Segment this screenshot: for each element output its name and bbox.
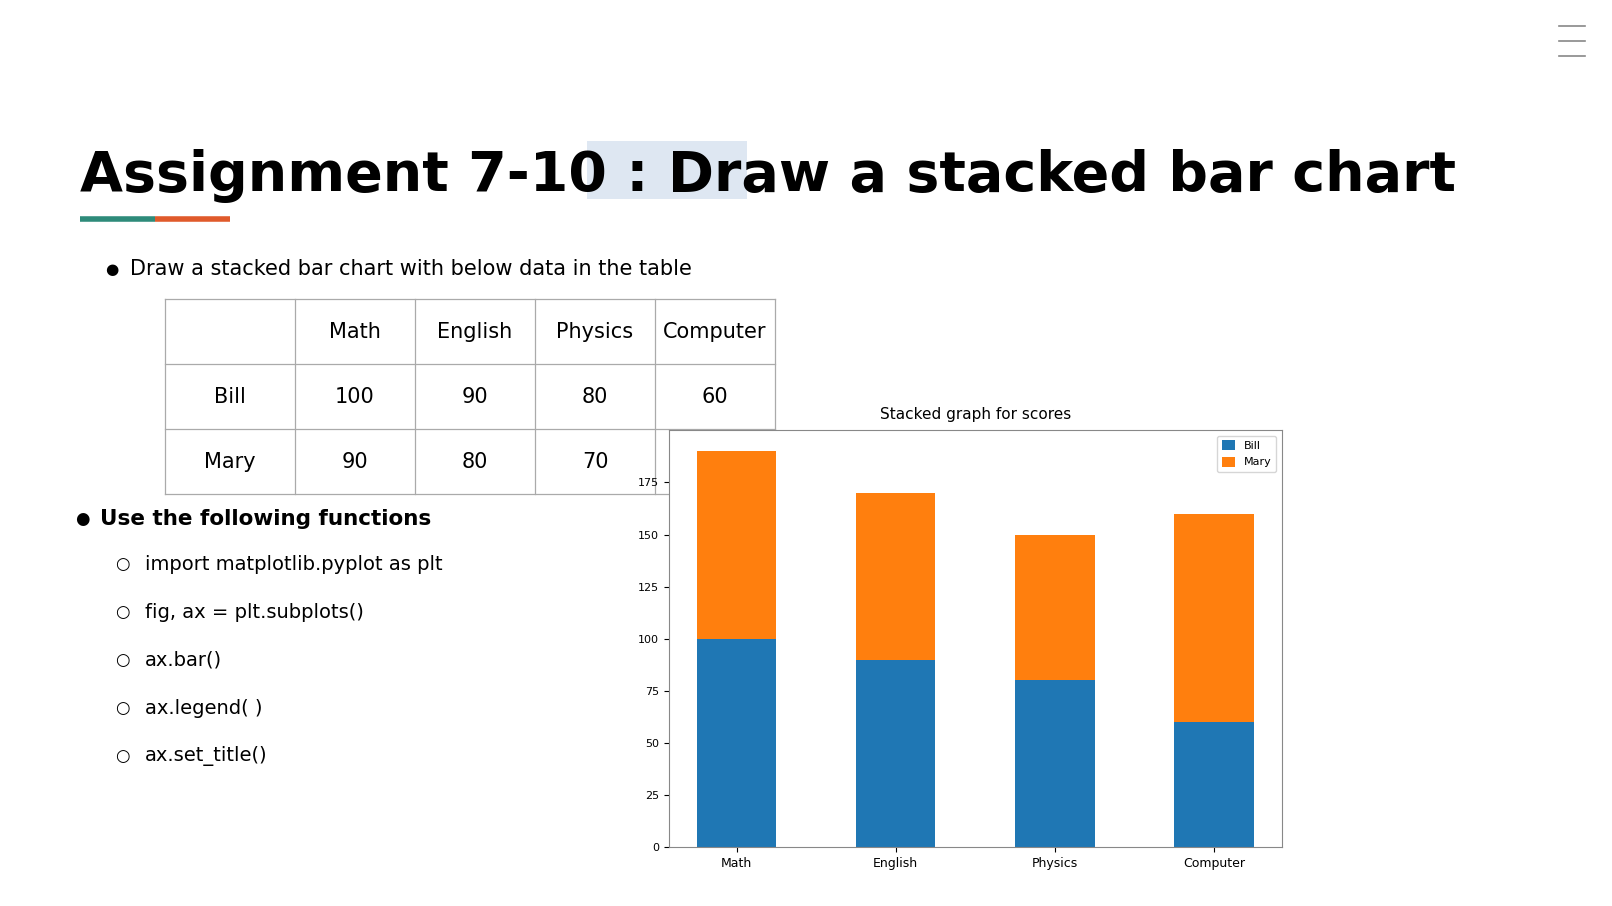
Bar xyxy=(696,451,777,639)
Text: fig, ax = plt.subplots(): fig, ax = plt.subplots() xyxy=(145,602,364,622)
Bar xyxy=(1174,514,1254,722)
Text: ○: ○ xyxy=(114,747,129,766)
Text: ax.bar(): ax.bar() xyxy=(145,651,222,670)
Text: import matplotlib.pyplot as plt: import matplotlib.pyplot as plt xyxy=(145,554,443,573)
Text: Physics: Physics xyxy=(556,322,634,342)
Text: Math: Math xyxy=(329,322,380,342)
Text: ax.set_title(): ax.set_title() xyxy=(145,747,268,766)
Text: ●: ● xyxy=(105,262,118,277)
Text: English: English xyxy=(437,322,513,342)
Text: 90: 90 xyxy=(461,387,488,407)
Legend: Bill, Mary: Bill, Mary xyxy=(1217,436,1277,472)
Text: Mary: Mary xyxy=(205,452,256,472)
Text: 80: 80 xyxy=(582,387,608,407)
Text: Bill: Bill xyxy=(214,387,247,407)
Bar xyxy=(1174,722,1254,847)
Text: ○: ○ xyxy=(114,651,129,670)
Text: 100: 100 xyxy=(695,452,735,472)
Bar xyxy=(1016,535,1095,680)
Text: 80: 80 xyxy=(461,452,488,472)
FancyBboxPatch shape xyxy=(587,141,746,199)
Text: Assignment 7-10 : Draw a stacked bar chart: Assignment 7-10 : Draw a stacked bar cha… xyxy=(81,149,1456,203)
Text: Computer: Computer xyxy=(663,322,767,342)
Text: 70: 70 xyxy=(582,452,608,472)
Text: ○: ○ xyxy=(114,603,129,622)
Text: ○: ○ xyxy=(114,699,129,718)
Title: Stacked graph for scores: Stacked graph for scores xyxy=(880,407,1070,422)
Text: 90: 90 xyxy=(342,452,368,472)
Text: 100: 100 xyxy=(335,387,376,407)
Bar xyxy=(1016,680,1095,847)
Bar xyxy=(696,639,777,847)
Text: ●: ● xyxy=(76,510,90,528)
Text: ax.legend( ): ax.legend( ) xyxy=(145,699,263,718)
Bar xyxy=(856,660,935,847)
Bar xyxy=(856,493,935,660)
Text: 60: 60 xyxy=(701,387,729,407)
Text: Use the following functions: Use the following functions xyxy=(100,509,432,529)
Text: ○: ○ xyxy=(114,555,129,573)
Text: Draw a stacked bar chart with below data in the table: Draw a stacked bar chart with below data… xyxy=(131,259,692,279)
